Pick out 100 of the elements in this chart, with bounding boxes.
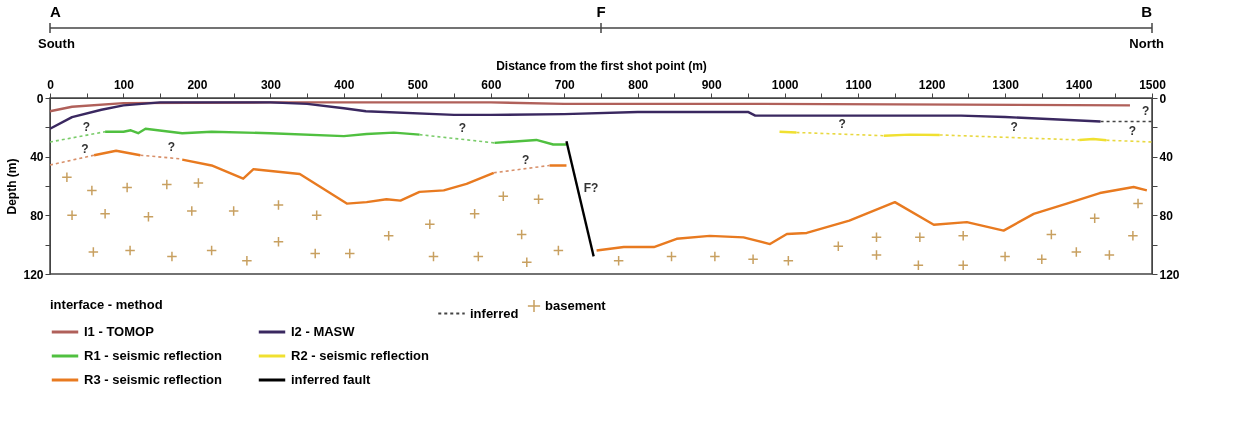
point <box>871 231 882 243</box>
y2-tick-label: 0 <box>1159 91 1167 106</box>
point <box>424 218 436 230</box>
point <box>142 211 154 223</box>
point <box>228 205 240 217</box>
text: A <box>50 3 61 20</box>
point <box>206 245 218 257</box>
x-tick-label: 500 <box>407 77 429 92</box>
point <box>61 171 73 183</box>
point <box>516 228 528 240</box>
x-tick-label: 0 <box>47 77 55 92</box>
point <box>1089 212 1101 224</box>
point <box>66 209 78 221</box>
legend-label: R3 - seismic reflection <box>84 372 223 387</box>
legend-label: I1 - TOMOP <box>84 324 155 339</box>
point <box>86 184 98 196</box>
point <box>552 245 564 257</box>
point <box>428 250 439 262</box>
text: South <box>38 36 75 51</box>
x-tick-label: 800 <box>628 77 649 92</box>
legend-label: inferred fault <box>291 372 372 387</box>
point <box>521 256 533 268</box>
y-tick-label: 120 <box>23 267 44 282</box>
x-tick-label: 1000 <box>771 77 799 92</box>
point <box>121 181 133 193</box>
y-tick-label: 40 <box>30 150 44 165</box>
legend-label: R2 - seismic reflection <box>291 348 430 363</box>
legend-label: inferred <box>470 305 519 321</box>
point <box>747 253 759 265</box>
x-tick-label: 900 <box>701 77 723 92</box>
point <box>272 236 284 248</box>
x-tick-label: 200 <box>187 77 208 92</box>
annotation: ? <box>458 121 467 136</box>
y2-tick-label: 120 <box>1159 267 1180 282</box>
annotation: ? <box>838 116 846 131</box>
point <box>533 193 545 205</box>
x-tick-label: 100 <box>113 77 135 92</box>
x-tick-label: 1200 <box>918 77 946 92</box>
point <box>311 209 323 221</box>
point <box>999 250 1011 262</box>
x-tick-label: 1500 <box>1139 77 1167 92</box>
point <box>241 255 253 267</box>
annotation: ? <box>521 152 530 167</box>
x-tick-label: 300 <box>260 77 282 92</box>
x-tick-label: 700 <box>554 77 576 92</box>
point <box>1127 230 1139 242</box>
point <box>124 245 136 257</box>
legend-title: interface - method <box>50 297 163 312</box>
x-tick-label: 1100 <box>845 77 872 92</box>
legend-label: I2 - MASW <box>291 324 356 339</box>
point <box>832 240 844 252</box>
x-tick-label: 1300 <box>992 77 1020 92</box>
point <box>782 255 794 267</box>
point <box>469 208 481 220</box>
point <box>497 190 509 202</box>
x-axis-title: Distance from the first shot point (m) <box>496 58 707 73</box>
annotation: ? <box>1128 123 1137 138</box>
point <box>957 259 969 271</box>
point <box>344 247 356 259</box>
point <box>272 199 284 211</box>
y-tick-label: 0 <box>36 91 44 106</box>
point <box>87 246 99 258</box>
point <box>914 231 926 243</box>
y2-tick-label: 80 <box>1159 208 1174 223</box>
point <box>166 250 178 262</box>
point <box>666 250 678 262</box>
annotation: ? <box>1142 104 1150 119</box>
annotation: ? <box>82 119 90 134</box>
point <box>1036 253 1048 265</box>
annotation: ? <box>81 142 89 157</box>
point <box>383 230 395 242</box>
point <box>912 259 924 271</box>
text: North <box>1129 36 1165 51</box>
text: F <box>596 3 606 20</box>
point <box>192 177 204 189</box>
point <box>186 205 198 217</box>
point <box>161 179 173 191</box>
point <box>957 230 969 242</box>
legend-label: R1 - seismic reflection <box>84 348 223 363</box>
annotation: F? <box>583 180 599 195</box>
point <box>709 250 721 262</box>
line-series <box>48 101 1102 130</box>
text: B <box>1141 3 1153 20</box>
point <box>613 255 625 267</box>
y-tick-label: 80 <box>30 208 44 223</box>
annotation: ? <box>1010 120 1018 135</box>
point <box>309 247 321 259</box>
point <box>1070 246 1082 258</box>
point <box>871 249 882 261</box>
y-axis-title: Depth (m) <box>5 158 20 215</box>
legend-label: basement <box>545 298 607 313</box>
x-tick-label: 1400 <box>1065 77 1093 92</box>
point <box>1045 228 1057 240</box>
annotation: ? <box>167 140 176 155</box>
point <box>1103 249 1115 261</box>
point <box>472 250 484 262</box>
x-tick-label: 400 <box>334 77 355 92</box>
point <box>1132 198 1144 210</box>
x-tick-label: 600 <box>481 77 502 92</box>
point <box>99 208 111 220</box>
